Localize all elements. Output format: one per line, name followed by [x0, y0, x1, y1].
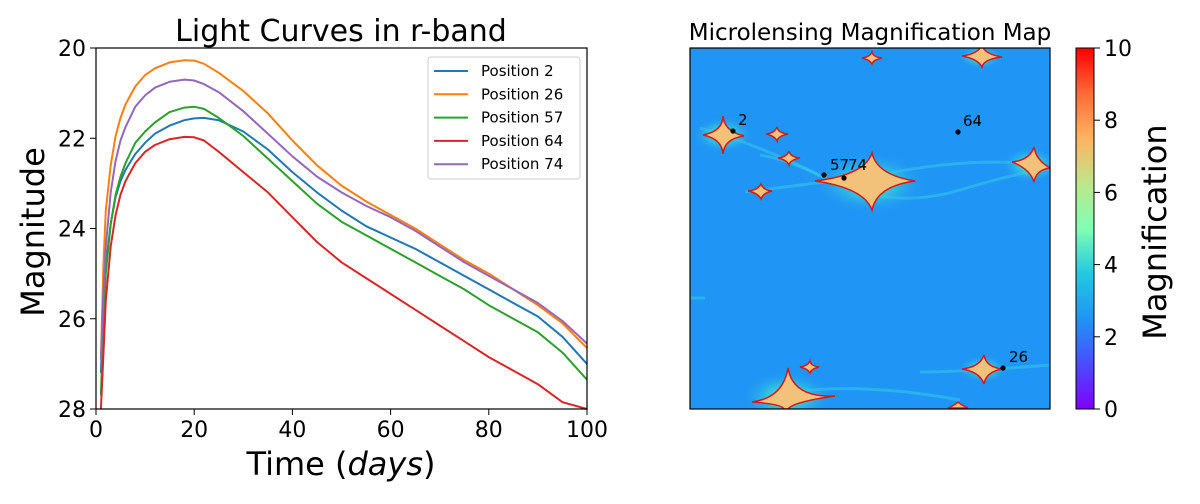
legend-label: Position 2 [481, 62, 554, 80]
map-background [690, 48, 1050, 409]
y-tick-label: 22 [58, 127, 86, 152]
colorbar-tick-label: 8 [1104, 109, 1118, 134]
position-label-64: 64 [963, 112, 982, 130]
position-label-26: 26 [1009, 348, 1028, 366]
light-curve-x-ticks: 0 20 40 60 80 100 [89, 409, 608, 443]
light-curve-panel: Light Curves in r-band 0 20 40 60 80 100 20 22… [14, 14, 608, 483]
series-line-position-26 [99, 59, 588, 360]
position-marker-26 [1000, 365, 1006, 371]
colorbar-tick-label: 4 [1104, 254, 1118, 279]
x-tick-label: 20 [180, 418, 208, 443]
caustic-astroid [747, 182, 773, 201]
colorbar: 0 2 4 6 8 10 Magnification [1075, 37, 1174, 423]
caustic-astroid [765, 126, 789, 144]
colorbar-gradient [1075, 47, 1095, 410]
caustic-astroid [777, 150, 801, 168]
y-tick-label: 20 [58, 37, 86, 62]
magnification-map-panel: Microlensing Magnification Map [689, 20, 1174, 423]
position-marker-2 [730, 128, 736, 134]
series-line-position-64 [99, 135, 588, 410]
x-tick-label: 60 [377, 418, 405, 443]
y-tick-label: 24 [58, 218, 86, 243]
colorbar-ticks: 0 2 4 6 8 10 [1094, 37, 1132, 423]
magnification-map-title: Microlensing Magnification Map [689, 20, 1052, 46]
light-curve-y-axis-title: Magnitude [14, 147, 52, 317]
magnification-map-frame [689, 47, 1051, 410]
caustic-astroid [751, 367, 836, 409]
y-tick-label: 26 [58, 308, 86, 333]
position-marker-74 [841, 175, 847, 181]
x-tick-label: 100 [566, 418, 608, 443]
position-label-74: 74 [848, 156, 867, 174]
y-tick-label: 28 [58, 398, 86, 423]
colorbar-tick-label: 10 [1104, 37, 1132, 62]
legend: Position 2 Position 26 Position 57 Position… [427, 56, 581, 180]
colorbar-tick-label: 0 [1104, 398, 1118, 423]
caustic-astroid [1011, 146, 1050, 183]
magnification-map-image [690, 48, 1050, 409]
position-label-57: 57 [830, 156, 849, 174]
colorbar-tick-label: 2 [1104, 326, 1118, 351]
colorbar-title: Magnification [1136, 124, 1174, 339]
caustic-astroid [702, 115, 745, 155]
legend-label: Position 64 [481, 132, 563, 150]
caustic-astroid [814, 150, 916, 213]
x-tick-label: 80 [475, 418, 503, 443]
light-curve-title: Light Curves in r-band [175, 14, 507, 49]
light-curve-lines [99, 59, 588, 410]
caustic-astroid [799, 358, 820, 376]
series-line-position-57 [99, 105, 588, 396]
position-label-2: 2 [738, 111, 748, 129]
legend-items: Position 2 Position 26 Position 57 Position… [434, 62, 563, 173]
legend-label: Position 57 [481, 109, 563, 127]
light-curve-y-ticks: 20 22 24 26 28 [58, 37, 96, 423]
light-curve-x-axis-title: Time (days) [246, 445, 436, 483]
caustic-astroid [961, 48, 1003, 70]
x-tick-label: 40 [278, 418, 306, 443]
legend-label: Position 74 [481, 155, 563, 173]
caustic-astroid [861, 49, 883, 67]
series-line-position-74 [99, 78, 588, 360]
caustic-astroid [947, 400, 969, 409]
colorbar-tick-label: 6 [1104, 181, 1118, 206]
position-marker-57 [821, 172, 827, 178]
legend-box [427, 56, 581, 180]
position-marker-64 [955, 129, 961, 135]
x-tick-label: 0 [89, 418, 103, 443]
legend-label: Position 26 [481, 85, 563, 103]
